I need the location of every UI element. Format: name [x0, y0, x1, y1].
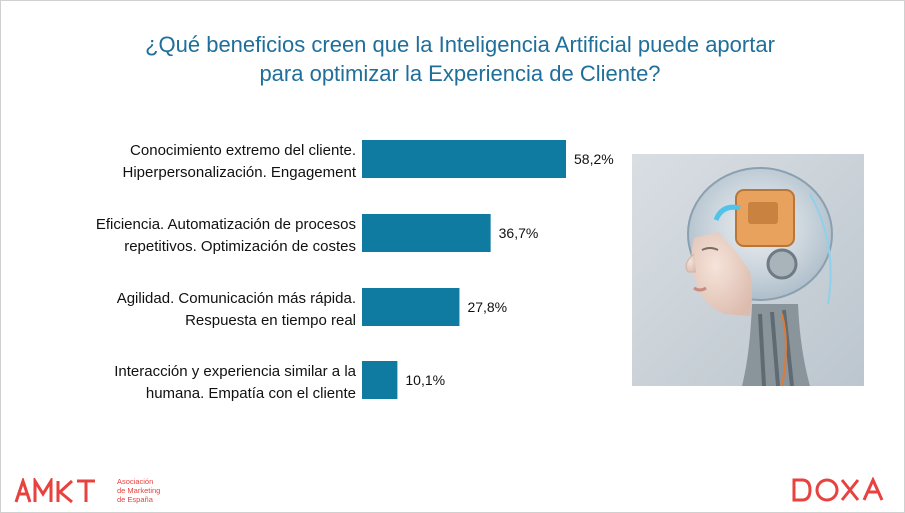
- amkt-subtitle: Asociación de Marketing de España: [117, 477, 197, 504]
- amkt-logo: [14, 478, 95, 504]
- title-line-2: para optimizar la Experiencia de Cliente…: [259, 61, 661, 86]
- title-line-1: ¿Qué beneficios creen que la Inteligenci…: [145, 32, 775, 57]
- amkt-subtitle-line: de Marketing: [117, 486, 161, 495]
- data-label: 10,1%: [405, 372, 445, 388]
- slide-title: ¿Qué beneficios creen que la Inteligenci…: [60, 30, 860, 88]
- category-label: repetitivos. Optimización de costes: [124, 238, 356, 255]
- bar: [362, 288, 460, 326]
- category-label: Conocimiento extremo del cliente.: [130, 142, 356, 159]
- bar: [362, 361, 398, 399]
- bar: [362, 140, 566, 178]
- amkt-subtitle-line: de España: [117, 495, 153, 504]
- category-label: Agilidad. Comunicación más rápida.: [117, 290, 356, 307]
- ai-robot-head-photo: [632, 154, 864, 386]
- category-label: Hiperpersonalización. Engagement: [123, 164, 357, 181]
- category-label: Interacción y experiencia similar a la: [114, 363, 356, 380]
- category-label: Respuesta en tiempo real: [185, 312, 356, 329]
- data-label: 27,8%: [467, 299, 507, 315]
- amkt-subtitle-line: Asociación: [117, 477, 154, 486]
- data-label: 58,2%: [574, 151, 614, 167]
- category-label: humana. Empatía con el cliente: [146, 385, 356, 402]
- category-label: Eficiencia. Automatización de procesos: [96, 216, 356, 233]
- doxa-logo: [792, 477, 884, 502]
- bar: [362, 214, 491, 252]
- data-label: 36,7%: [499, 225, 539, 241]
